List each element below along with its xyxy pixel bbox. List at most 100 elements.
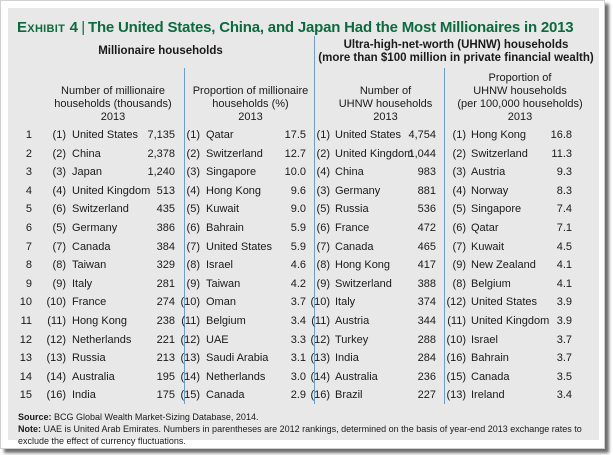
value-cell: 4.1 <box>556 259 572 272</box>
group-header-uhnw-line2: (more than $100 million in private finan… <box>318 52 594 64</box>
country-cell: Ireland <box>471 389 505 402</box>
table-row: 1 (1) United States 7,135 (1) Qatar 17.5 (1) Uni… <box>8 126 599 144</box>
country-cell: Oman <box>206 296 236 309</box>
prev-rank-cell: (11) <box>447 315 466 327</box>
country-cell: India <box>335 352 359 365</box>
rank-cell: 9 <box>25 277 32 290</box>
prev-rank-cell: (12) <box>446 296 466 309</box>
country-cell: Japan <box>72 166 102 179</box>
country-cell: Hong Kong <box>206 184 262 197</box>
value-cell: 4.1 <box>556 277 572 290</box>
country-cell: Netherlands <box>72 333 132 346</box>
value-cell: 374 <box>417 296 436 309</box>
prev-rank-cell: (7) <box>52 240 66 253</box>
country-cell: Qatar <box>471 222 499 234</box>
column-header-millionaire-proportion: Proportion of millionaire households (%)… <box>192 85 309 123</box>
prev-rank-cell: (15) <box>446 370 466 383</box>
value-cell: 3.5 <box>556 370 572 383</box>
prev-rank-cell: (12) <box>180 333 200 346</box>
value-cell: 4,754 <box>408 129 436 141</box>
country-cell: Russia <box>72 352 106 365</box>
country-cell: United Kingdom <box>72 184 151 197</box>
value-cell: 1,240 <box>147 166 175 179</box>
value-cell: 983 <box>417 166 436 179</box>
prev-rank-cell: (3) <box>186 166 200 179</box>
prev-rank-cell: (3) <box>316 184 330 197</box>
group-header-millionaire: Millionaire households <box>98 45 223 57</box>
prev-rank-cell: (1) <box>316 129 330 141</box>
country-cell: Canada <box>335 240 374 253</box>
prev-rank-cell: (10) <box>180 296 200 309</box>
prev-rank-cell: (7) <box>186 240 200 253</box>
value-cell: 881 <box>417 184 436 197</box>
prev-rank-cell: (10) <box>310 296 330 309</box>
prev-rank-cell: (2) <box>186 147 200 160</box>
country-cell: Switzerland <box>72 203 129 216</box>
prev-rank-cell: (8) <box>186 259 200 272</box>
table-row: 9 (9) Italy 281 (9) Taiwan 4.2 (9) Switzerland 38… <box>8 275 599 293</box>
value-cell: 513 <box>156 184 175 197</box>
value-cell: 7.4 <box>556 203 572 216</box>
value-cell: 3.3 <box>290 333 306 346</box>
value-cell: 17.5 <box>284 129 306 141</box>
country-cell: Israel <box>206 259 233 272</box>
divider-groups <box>314 36 315 404</box>
country-cell: United Kingdom <box>471 315 550 327</box>
rank-cell: 13 <box>19 352 32 365</box>
prev-rank-cell: (15) <box>180 389 200 402</box>
country-cell: Saudi Arabia <box>206 352 269 365</box>
value-cell: 329 <box>156 259 175 272</box>
title-text: The United States, China, and Japan Had … <box>87 19 574 36</box>
prev-rank-cell: (8) <box>52 259 66 272</box>
country-cell: Brazil <box>335 389 363 402</box>
value-cell: 3.7 <box>290 296 306 309</box>
table-row: 15 (16) India 175 (15) Canada 2.9 (16) Brazil 227… <box>8 386 599 404</box>
country-cell: Switzerland <box>335 277 392 290</box>
table-row: 13 (13) Russia 213 (13) Saudi Arabia 3.1 (13) In… <box>8 349 599 367</box>
country-cell: Taiwan <box>72 259 107 272</box>
value-cell: 175 <box>156 389 175 402</box>
rank-cell: 2 <box>25 147 32 160</box>
value-cell: 4.6 <box>290 259 306 272</box>
prev-rank-cell: (1) <box>52 129 66 141</box>
prev-rank-cell: (6) <box>316 222 330 234</box>
country-cell: France <box>72 296 107 309</box>
value-cell: 2,378 <box>147 147 175 160</box>
country-cell: Canada <box>72 240 111 253</box>
value-cell: 5.9 <box>290 240 306 253</box>
country-cell: Israel <box>471 333 498 346</box>
value-cell: 472 <box>417 222 436 234</box>
table-row: 5 (6) Switzerland 435 (5) Kuwait 9.0 (5) Russia 5… <box>8 200 599 218</box>
divider-millionaire-columns <box>184 68 185 404</box>
prev-rank-cell: (3) <box>52 166 66 179</box>
prev-rank-cell: (13) <box>180 352 200 365</box>
group-header-uhnw-line1: Ultra-high-net-worth (UHNW) households <box>343 39 569 51</box>
country-cell: Hong Kong <box>72 315 128 327</box>
value-cell: 536 <box>417 203 436 216</box>
rank-cell: 6 <box>25 222 32 234</box>
value-cell: 213 <box>156 352 175 365</box>
prev-rank-cell: (16) <box>446 352 466 365</box>
rank-cell: 11 <box>20 315 32 327</box>
value-cell: 9.3 <box>556 166 572 179</box>
value-cell: 7.1 <box>556 222 572 234</box>
prev-rank-cell: (10) <box>46 296 66 309</box>
value-cell: 3.7 <box>556 333 572 346</box>
prev-rank-cell: (12) <box>310 333 330 346</box>
table-row: 6 (5) Germany 386 (6) Bahrain 5.9 (6) France 472 (… <box>8 219 599 237</box>
table-row: 3 (3) Japan 1,240 (3) Singapore 10.0 (4) China 98… <box>8 163 599 181</box>
prev-rank-cell: (14) <box>310 370 330 383</box>
rank-cell: 15 <box>19 389 32 402</box>
value-cell: 10.0 <box>284 166 306 179</box>
value-cell: 344 <box>417 315 436 327</box>
group-header-uhnw: Ultra-high-net-worth (UHNW) households (… <box>313 39 599 65</box>
value-cell: 284 <box>417 352 436 365</box>
prev-rank-cell: (6) <box>52 203 66 216</box>
value-cell: 236 <box>417 370 436 383</box>
country-cell: Switzerland <box>206 147 263 160</box>
value-cell: 238 <box>156 315 175 327</box>
country-cell: New Zealand <box>471 259 536 272</box>
exhibit-label: Exhibit 4 <box>17 19 79 36</box>
exhibit-panel: Exhibit 4 | The United States, China, and … <box>8 8 599 446</box>
divider-uhnw-columns <box>444 68 445 404</box>
